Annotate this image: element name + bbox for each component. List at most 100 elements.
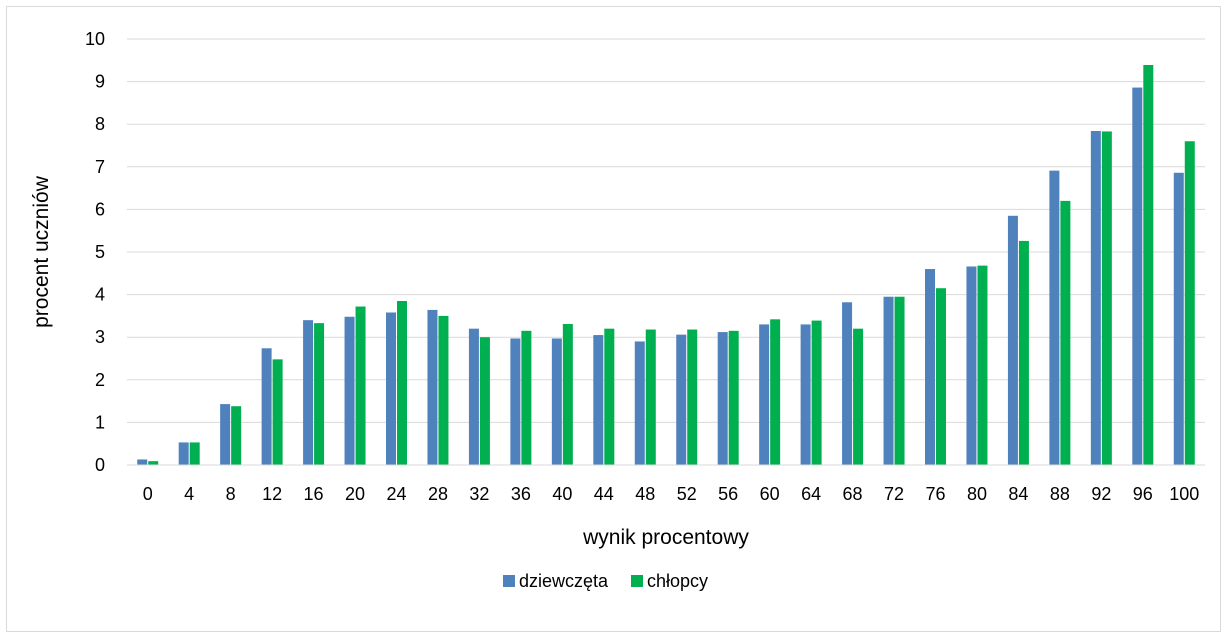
bar-dziewczeta-28 [427,309,438,465]
x-tick-label: 20 [345,484,365,504]
x-axis-ticks: 0 4 8 12 16 20 24 28 32 36 40 44 48 52 56 60 64 68 72 76 80 8… [143,484,1200,504]
bar-chlopcy-60 [770,319,781,465]
y-tick-label: 0 [95,455,105,475]
legend-label: chłopcy [647,571,708,591]
bar-chlopcy-64 [811,320,822,465]
bar-chlopcy-100 [1184,141,1195,466]
y-tick-label: 10 [85,29,105,49]
x-tick-label: 36 [511,484,531,504]
x-tick-label: 4 [184,484,194,504]
x-tick-label: 28 [428,484,448,504]
y-tick-label: 4 [95,285,105,305]
bar-chlopcy-68 [853,328,864,465]
y-tick-label: 2 [95,370,105,390]
x-tick-label: 96 [1133,484,1153,504]
bar-chlopcy-96 [1143,64,1154,466]
bar-dziewczeta-0 [137,459,148,465]
x-tick-label: 44 [594,484,614,504]
bar-dziewczeta-92 [1090,131,1101,465]
bar-dziewczeta-24 [386,312,396,465]
x-tick-label: 64 [801,484,821,504]
bar-dziewczeta-60 [759,324,770,465]
x-tick-label: 48 [635,484,655,504]
bar-chlopcy-0 [148,461,159,465]
legend: dziewczęta chłopcy [503,571,708,591]
bar-dziewczeta-84 [1007,215,1018,465]
bar-dziewczeta-56 [717,332,728,465]
bar-dziewczeta-40 [551,338,562,465]
bar-dziewczeta-44 [593,335,604,465]
bar-chlopcy-44 [604,328,615,465]
bar-chlopcy-36 [521,330,532,465]
bar-chlopcy-80 [977,265,988,465]
bar-dziewczeta-80 [966,266,977,465]
bar-dziewczeta-20 [344,316,355,465]
x-tick-label: 92 [1091,484,1111,504]
x-tick-label: 88 [1050,484,1070,504]
x-tick-label: 12 [262,484,282,504]
bar-chlopcy-8 [231,406,242,465]
bar-dziewczeta-72 [883,296,894,465]
bar-dziewczeta-16 [303,320,314,465]
y-tick-label: 9 [95,72,105,92]
x-tick-label: 84 [1008,484,1028,504]
bar-chlopcy-16 [314,323,325,465]
bar-chlopcy-52 [687,329,698,465]
x-tick-label: 100 [1169,484,1199,504]
y-tick-label: 5 [95,242,105,262]
bar-chlopcy-12 [272,359,283,465]
y-tick-label: 8 [95,114,105,134]
bar-chlopcy-4 [189,442,200,465]
bar-chlopcy-56 [728,330,739,465]
x-tick-label: 24 [386,484,406,504]
bar-dziewczeta-12 [261,348,272,465]
bar-chlopcy-28 [438,315,449,465]
x-tick-label: 0 [143,484,153,504]
x-tick-label: 52 [677,484,697,504]
chart-area: 0 1 2 3 4 5 6 7 8 9 10 0 4 8 12 16 20 24 28 32 36 40 44 48 52 56… [6,6,1221,632]
bars [137,64,1195,466]
x-tick-label: 8 [226,484,236,504]
y-axis-title: procent uczniów [30,175,53,328]
bar-chlopcy-92 [1101,131,1112,465]
x-tick-label: 80 [967,484,987,504]
x-tick-label: 76 [925,484,945,504]
bar-dziewczeta-64 [800,324,811,465]
y-axis-ticks: 0 1 2 3 4 5 6 7 8 9 10 [85,29,105,475]
x-tick-label: 16 [304,484,324,504]
x-tick-label: 60 [760,484,780,504]
x-tick-label: 72 [884,484,904,504]
x-axis-title: wynik procentowy [582,526,749,549]
bar-dziewczeta-76 [925,269,935,465]
y-tick-label: 3 [95,327,105,347]
legend-swatch [503,575,515,587]
bar-chlopcy-84 [1018,240,1029,465]
bar-chlopcy-20 [355,306,366,465]
y-tick-label: 7 [95,157,105,177]
bar-dziewczeta-32 [468,328,479,465]
bar-dziewczeta-48 [634,341,645,465]
bar-dziewczeta-4 [178,442,189,465]
gridlines [127,38,1205,423]
bar-dziewczeta-52 [676,334,687,465]
bar-dziewczeta-88 [1049,170,1060,465]
bar-chlopcy-88 [1060,200,1071,465]
bar-chlopcy-72 [894,296,905,465]
bar-chlopcy-76 [936,288,946,465]
bar-dziewczeta-100 [1173,172,1184,466]
x-tick-label: 32 [469,484,489,504]
bar-chlopcy-48 [645,329,656,465]
bar-dziewczeta-36 [510,338,521,465]
bar-chlopcy-40 [562,323,573,465]
bar-dziewczeta-68 [842,302,853,465]
x-tick-label: 56 [718,484,738,504]
bar-chlopcy-24 [397,300,407,465]
x-tick-label: 40 [552,484,572,504]
bar-dziewczeta-8 [220,404,231,465]
bar-dziewczeta-96 [1132,87,1143,466]
y-tick-label: 1 [95,412,105,432]
legend-label: dziewczęta [519,571,609,591]
bar-chlopcy-32 [479,337,490,465]
legend-swatch [631,575,643,587]
